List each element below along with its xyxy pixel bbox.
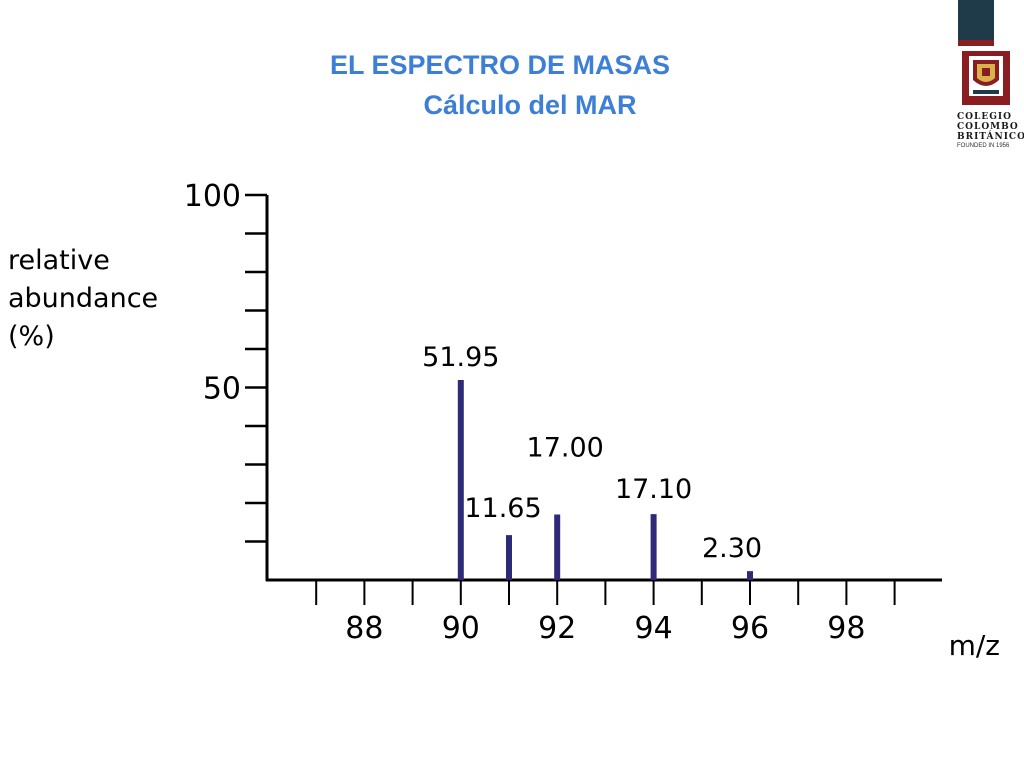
x-tick-label: 96 <box>731 611 769 646</box>
x-tick-label: 98 <box>827 611 865 646</box>
bar-value-label: 51.95 <box>422 342 499 373</box>
logo-accent-bar <box>958 40 994 46</box>
y-tick-label: 100 <box>184 179 241 214</box>
y-axis-label-line3: (%) <box>8 321 55 352</box>
x-tick-label: 90 <box>442 611 480 646</box>
x-tick-label: 92 <box>538 611 576 646</box>
logo-founded: FOUNDED IN 1956 <box>957 143 1010 149</box>
x-tick-label: 88 <box>345 611 383 646</box>
x-axis-label: m/z <box>949 629 1000 662</box>
bar-value-label: 2.30 <box>702 533 762 564</box>
logo-header-bar <box>958 0 994 40</box>
logo-text-line1: COLEGIO <box>957 112 1012 122</box>
school-crest-icon <box>962 51 1010 105</box>
bar-value-label: 17.00 <box>527 433 604 464</box>
x-tick-label: 94 <box>635 611 673 646</box>
y-tick-label: 50 <box>203 372 241 407</box>
slide-subtitle: Cálculo del MAR <box>423 90 637 120</box>
y-axis-label-line1: relative <box>8 245 110 276</box>
logo-text-line2: COLOMBO <box>957 122 1019 132</box>
slide-title: EL ESPECTRO DE MASAS <box>329 50 671 80</box>
y-axis-label-line2: abundance <box>8 283 159 314</box>
bar-value-label: 17.10 <box>615 474 692 505</box>
logo-text-line3: BRITÁNICO <box>957 132 1024 142</box>
bar-value-label: 11.65 <box>464 493 541 524</box>
